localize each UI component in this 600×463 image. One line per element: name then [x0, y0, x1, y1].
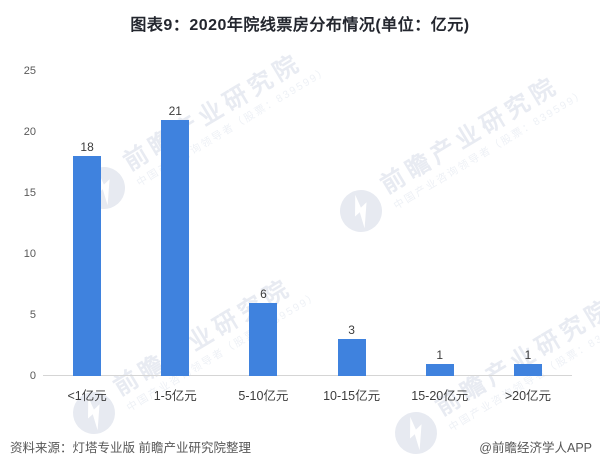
bar	[73, 156, 102, 376]
credit-note: @前瞻经济学人APP	[479, 441, 592, 455]
x-category-label: 1-5亿元	[153, 389, 197, 403]
bar-slot: 21	[131, 71, 219, 376]
bar-data-label: 6	[260, 286, 267, 301]
bar	[337, 339, 366, 376]
bar	[249, 302, 278, 376]
x-category-label: 15-20亿元	[411, 389, 469, 403]
bars-container: 18 21 6 3 1 1	[43, 71, 572, 376]
bar-data-label: 1	[524, 347, 532, 362]
bar	[425, 363, 454, 376]
bar-data-label: 21	[168, 103, 182, 118]
x-category-label: 5-10亿元	[238, 389, 289, 403]
y-tick-label: 25	[23, 65, 36, 77]
bar-data-label: 1	[436, 347, 444, 362]
bar	[161, 119, 190, 376]
bar-slot: 18	[43, 71, 131, 376]
x-category-label: >20亿元	[504, 389, 552, 403]
y-tick-label: 15	[23, 187, 36, 199]
bar-data-label: 18	[80, 140, 94, 155]
y-tick-label: 5	[29, 309, 36, 321]
y-tick-label: 10	[23, 248, 36, 260]
source-note: 资料来源：灯塔专业版 前瞻产业研究院整理	[10, 441, 251, 455]
chart-title: 图表9：2020年院线票房分布情况(单位：亿元)	[130, 17, 470, 34]
x-category-label: <1亿元	[67, 389, 107, 403]
bar-slot: 1	[396, 71, 484, 376]
y-tick-label: 0	[29, 370, 36, 382]
bar	[513, 363, 542, 376]
plot-area: 18 21 6 3 1 1	[43, 71, 572, 376]
bar-slot: 6	[219, 71, 307, 376]
bar-slot: 1	[484, 71, 572, 376]
y-tick-label: 20	[23, 126, 36, 138]
x-category-label: 10-15亿元	[323, 389, 381, 403]
x-axis-line	[43, 375, 572, 376]
bar-data-label: 3	[348, 323, 355, 338]
bar-slot: 3	[308, 71, 396, 376]
x-axis-category-labels: <1亿元 1-5亿元 5-10亿元 10-15亿元 15-20亿元 >20亿元	[43, 385, 572, 404]
footer: 资料来源：灯塔专业版 前瞻产业研究院整理 @前瞻经济学人APP	[10, 437, 592, 456]
